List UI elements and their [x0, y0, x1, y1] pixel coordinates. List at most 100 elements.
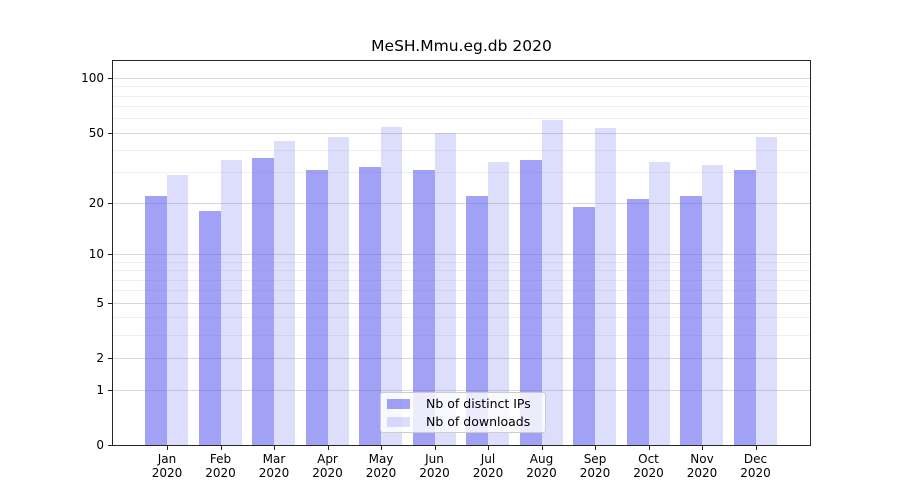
x-tick-month: Jul: [480, 452, 496, 466]
x-tick-month: Oct: [638, 452, 659, 466]
grid-line-minor: [113, 262, 810, 263]
grid-line-minor: [113, 334, 810, 336]
x-tick-month: Dec: [743, 452, 768, 466]
x-tick-month: Sep: [583, 452, 607, 466]
x-tick-label-jun: Jun 2020: [405, 452, 465, 480]
legend-entry-downloads: Nb of downloads: [387, 415, 545, 429]
x-tick-month: May: [368, 452, 394, 466]
grid-line-major: [113, 254, 810, 256]
y-tick-label-5: 5: [96, 295, 104, 310]
bar-downloads-mar: [274, 140, 295, 445]
legend-swatch-downloads-icon: [387, 416, 410, 427]
x-tick-mark: [648, 446, 650, 450]
x-tick-year: 2020: [365, 466, 397, 480]
legend-label-downloads: Nb of downloads: [426, 414, 531, 429]
grid-line-major: [113, 389, 810, 391]
grid-line-minor: [113, 106, 810, 108]
grid-line-minor: [113, 270, 810, 272]
y-tick-label-0: 0: [96, 438, 104, 452]
grid-line-minor: [113, 118, 810, 120]
grid-line-major: [113, 357, 810, 359]
grid-line-minor: [113, 95, 810, 97]
bar-downloads-may: [381, 126, 402, 445]
x-tick-label-mar: Mar 2020: [244, 452, 304, 480]
bar-downloads-apr: [327, 137, 349, 445]
y-tick-mark: [108, 254, 113, 256]
y-tick-label-10: 10: [88, 247, 104, 262]
x-tick-month: Jan: [157, 452, 177, 466]
legend: Nb of distinct IPs Nb of downloads: [380, 392, 546, 433]
x-tick-year: 2020: [633, 466, 664, 480]
x-tick-month: Nov: [690, 452, 714, 466]
y-tick-label-20: 20: [88, 196, 104, 211]
y-tick-label-100: 100: [81, 71, 104, 86]
bar-distinct-ips-aug: [519, 160, 542, 445]
x-tick-year: 2020: [258, 466, 290, 480]
grid-line-major: [113, 78, 810, 80]
grid-line-major: [113, 203, 810, 205]
x-tick-mark: [595, 446, 596, 450]
bar-distinct-ips-mar: [252, 158, 274, 445]
y-tick-mark: [108, 78, 113, 80]
x-tick-mark: [274, 446, 275, 450]
bar-downloads-dec: [755, 137, 777, 445]
x-tick-label-dec: Dec 2020: [726, 452, 786, 480]
bar-downloads-feb: [220, 160, 242, 445]
plot-area: [112, 60, 811, 446]
y-tick-mark: [108, 445, 113, 446]
bar-distinct-ips-may: [359, 167, 381, 445]
bar-distinct-ips-dec: [733, 169, 756, 445]
bar-distinct-ips-apr: [305, 169, 328, 445]
x-tick-mark: [434, 446, 436, 450]
bar-downloads-jan: [167, 174, 188, 445]
y-tick-label-2: 2: [96, 350, 104, 365]
x-tick-mark: [220, 446, 222, 450]
legend-entry-distinct-ips: Nb of distinct IPs: [387, 397, 545, 411]
grid-line-minor: [113, 149, 810, 151]
x-tick-year: 2020: [526, 466, 557, 480]
x-tick-label-feb: Feb 2020: [191, 452, 251, 480]
x-tick-year: 2020: [686, 466, 718, 480]
x-tick-mark: [541, 446, 543, 450]
bar-distinct-ips-feb: [198, 211, 221, 445]
grid-line-minor: [113, 172, 810, 174]
x-tick-month: Mar: [262, 452, 286, 466]
y-tick-mark: [108, 357, 113, 359]
bar-downloads-nov: [702, 164, 723, 445]
bar-downloads-jul: [488, 162, 509, 445]
chart-title: MeSH.Mmu.eg.db 2020: [371, 37, 552, 55]
x-tick-month: Aug: [529, 452, 554, 466]
x-tick-label-may: May 2020: [351, 452, 411, 480]
x-tick-year: 2020: [579, 466, 611, 480]
bar-distinct-ips-nov: [680, 195, 702, 445]
x-tick-label-nov: Nov 2020: [672, 452, 732, 480]
x-tick-label-jul: Jul 2020: [458, 452, 518, 480]
x-tick-mark: [488, 446, 489, 450]
x-tick-month: Feb: [209, 452, 232, 466]
y-tick-mark: [108, 389, 113, 391]
x-tick-label-sep: Sep 2020: [565, 452, 625, 480]
x-tick-label-jan: Jan 2020: [137, 452, 197, 480]
x-tick-month: Apr: [317, 452, 338, 466]
grid-line-minor: [113, 317, 810, 319]
x-tick-label-oct: Oct 2020: [619, 452, 679, 480]
x-tick-year: 2020: [151, 466, 183, 480]
legend-swatch-distinct-ips-icon: [387, 398, 410, 409]
grid-line-major: [113, 302, 810, 304]
x-tick-mark: [381, 446, 382, 450]
bar-distinct-ips-jan: [145, 195, 167, 445]
x-tick-mark: [702, 446, 703, 450]
x-tick-year: 2020: [740, 466, 771, 480]
x-tick-year: 2020: [205, 466, 236, 480]
x-tick-year: 2020: [312, 466, 343, 480]
grid-line-minor: [113, 279, 810, 281]
x-tick-label-apr: Apr 2020: [298, 452, 358, 480]
y-tick-mark: [108, 302, 113, 304]
bar-downloads-aug: [541, 119, 563, 445]
grid-line-minor: [113, 290, 810, 292]
bar-distinct-ips-jul: [466, 195, 488, 445]
x-tick-label-aug: Aug 2020: [512, 452, 572, 480]
x-tick-mark: [327, 446, 329, 450]
grid-line-minor: [113, 86, 810, 88]
